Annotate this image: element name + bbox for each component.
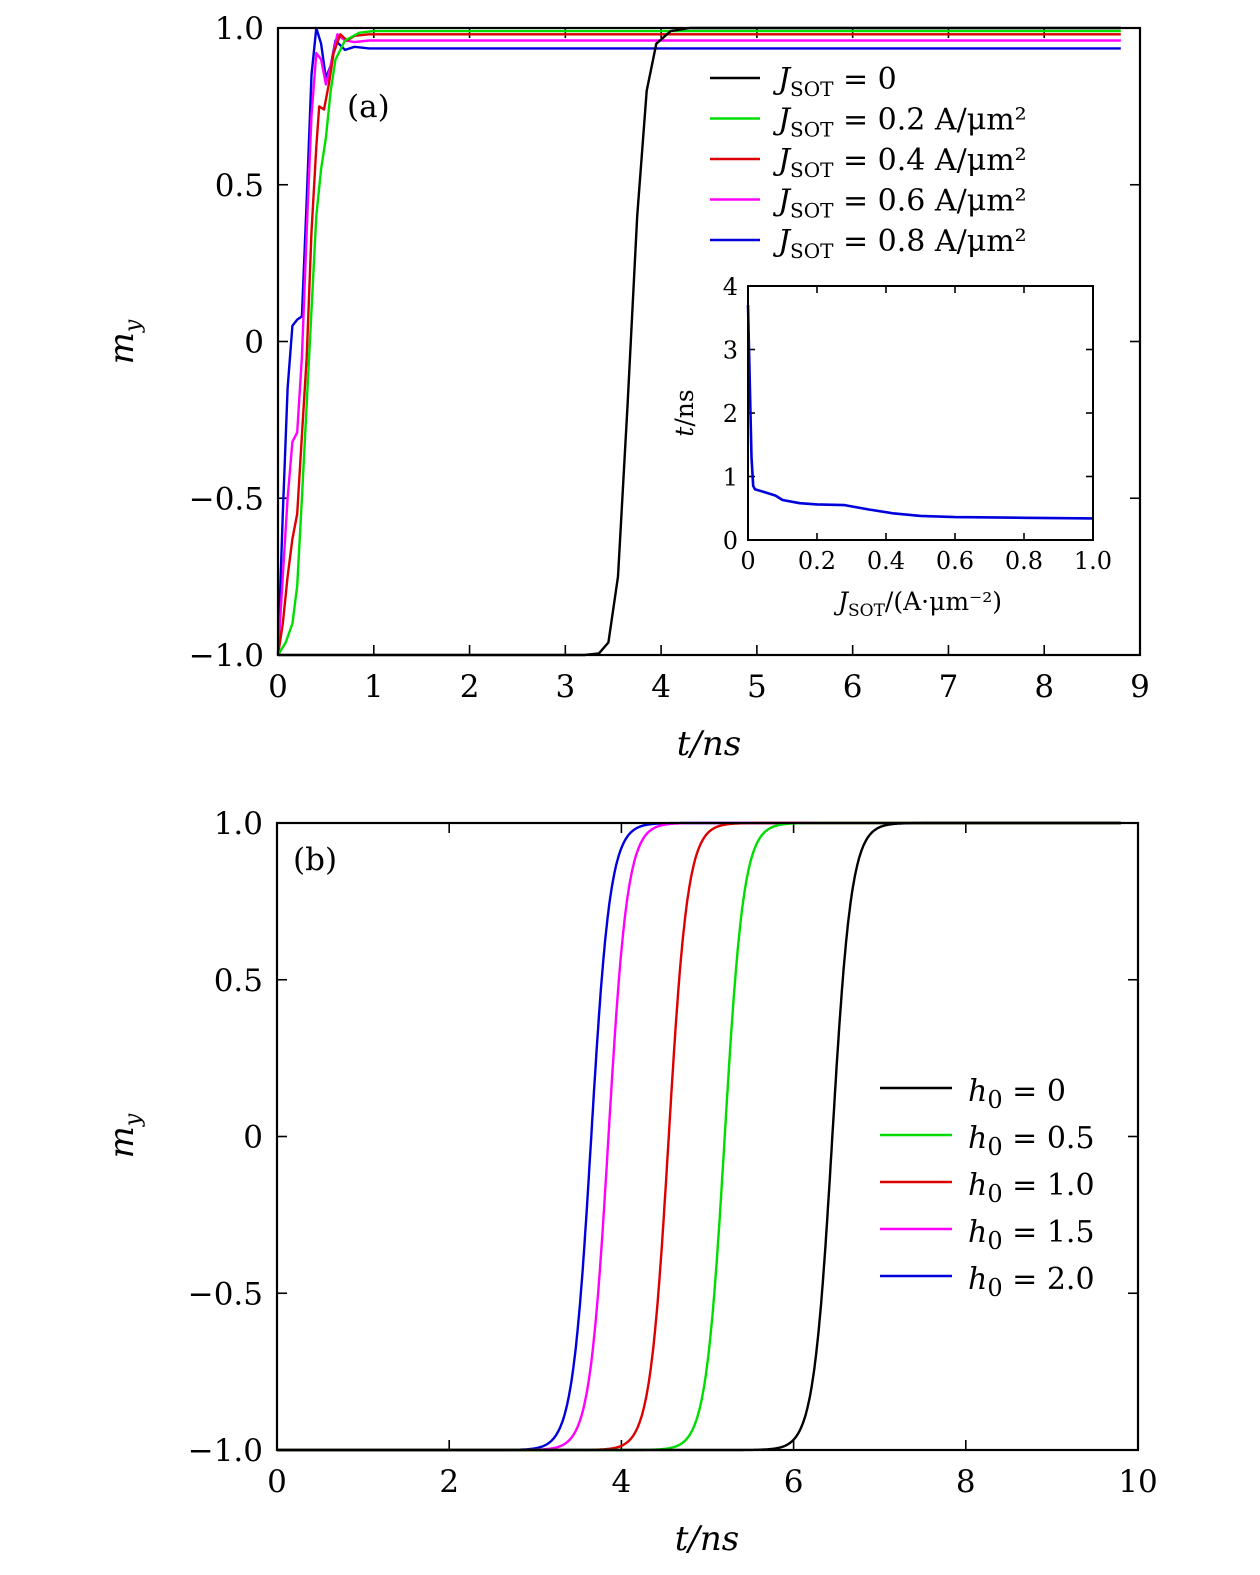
inset-frame [747, 285, 1094, 541]
legend-label-2: JSOT = 0.4 A/μm² [772, 143, 1027, 182]
y-tick-label: 0 [723, 527, 738, 555]
legend-label-4: h0 = 2.0 [968, 1262, 1095, 1302]
x-tick-label: 9 [1130, 669, 1150, 705]
y-tick-label: −1.0 [188, 1433, 263, 1469]
legend-label-3: JSOT = 0.6 A/μm² [772, 184, 1027, 223]
y-tick-label: 4 [723, 273, 738, 301]
x-tick-label: 8 [956, 1464, 976, 1500]
x-tick-label: 3 [555, 669, 575, 705]
y-tick-label: 1.0 [215, 11, 264, 47]
x-tick-label: 0.8 [1005, 547, 1043, 575]
x-axis-label: t/ns [677, 724, 741, 764]
x-axis-label: t/ns [675, 1519, 739, 1559]
plot-frame [275, 821, 1140, 1452]
y-axis-label: my [102, 319, 146, 364]
panel-b-chart: 0 2 4 6 8 10 −1.0 −0.5 0 0.5 1.0 t/ns my (b) h0 = 0 h0 … [102, 806, 1158, 1559]
x-tick-label: 5 [747, 669, 767, 705]
legend-label-2: h0 = 1.0 [968, 1168, 1095, 1208]
legend-label-0: JSOT = 0 [772, 62, 897, 101]
y-tick-label: 3 [723, 337, 738, 365]
legend-label-1: h0 = 0.5 [968, 1121, 1095, 1161]
y-tick-label: 1.0 [214, 806, 263, 842]
inset-series-line [746, 304, 1094, 520]
y-tick-label: −1.0 [189, 638, 264, 674]
legend-label-0: h0 = 0 [968, 1074, 1066, 1114]
y-tick-label: 0 [244, 325, 264, 361]
x-tick-label: 2 [460, 669, 480, 705]
x-tick-label: 0 [740, 547, 755, 575]
panel-label: (b) [293, 842, 337, 878]
y-tick-label: −0.5 [188, 1276, 263, 1312]
x-tick-label: 0 [268, 669, 288, 705]
x-tick-label: 10 [1118, 1464, 1157, 1500]
x-tick-label: 6 [843, 669, 863, 705]
x-tick-label: 4 [612, 1464, 632, 1500]
y-tick-label: −0.5 [189, 481, 264, 517]
y-tick-label: 0 [243, 1120, 263, 1156]
plot-frame [276, 26, 1142, 657]
series-line-1 [276, 29, 1121, 656]
y-tick-label: 2 [723, 400, 738, 428]
x-tick-label: 2 [439, 1464, 459, 1500]
legend-label-3: h0 = 1.5 [968, 1215, 1095, 1255]
x-tick-label: 7 [939, 669, 959, 705]
panel-label: (a) [347, 89, 390, 125]
x-tick-label: 1.0 [1074, 547, 1112, 575]
y-tick-label: 0.5 [214, 963, 263, 999]
legend-label-4: JSOT = 0.8 A/μm² [772, 224, 1027, 263]
x-tick-label: 0 [267, 1464, 287, 1500]
x-tick-label: 4 [651, 669, 671, 705]
y-axis-label: my [102, 1113, 146, 1158]
x-tick-label: 0.4 [867, 547, 905, 575]
legend-label-1: JSOT = 0.2 A/μm² [772, 103, 1027, 142]
inset-y-axis-label: t/ns [670, 389, 699, 436]
series-line-4 [276, 26, 1121, 656]
series-line-0 [278, 26, 1121, 657]
x-tick-label: 1 [364, 669, 384, 705]
y-tick-label: 1 [723, 464, 738, 492]
panel-a-chart: 0 1 2 3 4 5 6 7 8 9 −1.0 −0.5 0 0.5 1.0 t/ns my (a) JSOT =… [102, 11, 1150, 764]
x-tick-label: 6 [784, 1464, 804, 1500]
y-tick-label: 0.5 [215, 168, 264, 204]
x-tick-label: 0.6 [936, 547, 974, 575]
x-tick-label: 8 [1034, 669, 1054, 705]
inset-x-axis-label: JSOT/(A·μm⁻²) [833, 587, 1002, 621]
x-tick-label: 0.2 [798, 547, 836, 575]
